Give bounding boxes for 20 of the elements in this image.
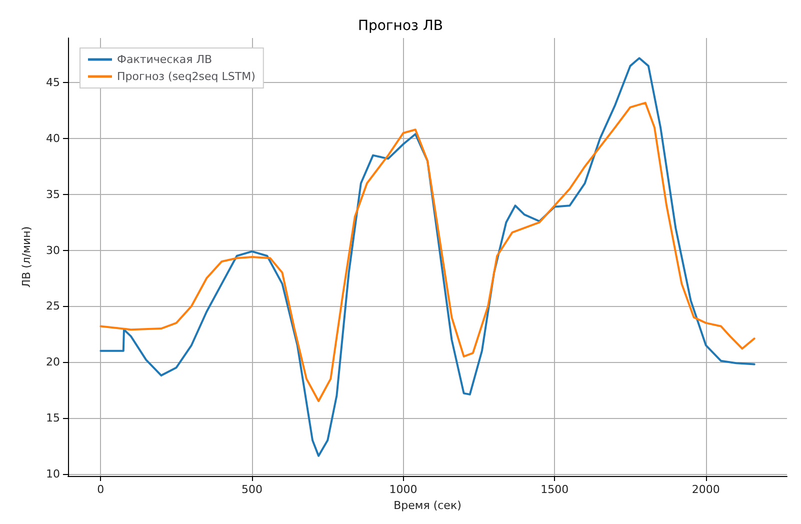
chart-title: Прогноз ЛВ xyxy=(358,18,444,34)
y-tick-label: 15 xyxy=(46,411,60,424)
x-tick-label: 2000 xyxy=(692,483,720,496)
y-tick-label: 35 xyxy=(46,188,60,201)
y-tick-label: 25 xyxy=(46,300,60,313)
x-tick-label: 1500 xyxy=(540,483,569,496)
line-series xyxy=(100,102,756,402)
legend-label: Фактическая ЛВ xyxy=(117,53,212,66)
line-series xyxy=(100,57,756,457)
x-tick-label: 500 xyxy=(241,483,262,496)
y-axis-title: ЛВ (л/мин) xyxy=(20,226,33,288)
legend-label: Прогноз (seq2seq LSTM) xyxy=(117,70,256,83)
y-tick-label: 10 xyxy=(46,467,60,480)
y-tick-label: 40 xyxy=(46,132,60,146)
x-axis-title: Время (сек) xyxy=(394,499,462,512)
y-tick-label: 30 xyxy=(46,244,60,257)
x-tick-label: 0 xyxy=(97,483,104,496)
x-tick-label: 1000 xyxy=(389,483,418,496)
y-tick-label: 20 xyxy=(46,356,60,369)
y-tick-label: 45 xyxy=(46,76,60,90)
